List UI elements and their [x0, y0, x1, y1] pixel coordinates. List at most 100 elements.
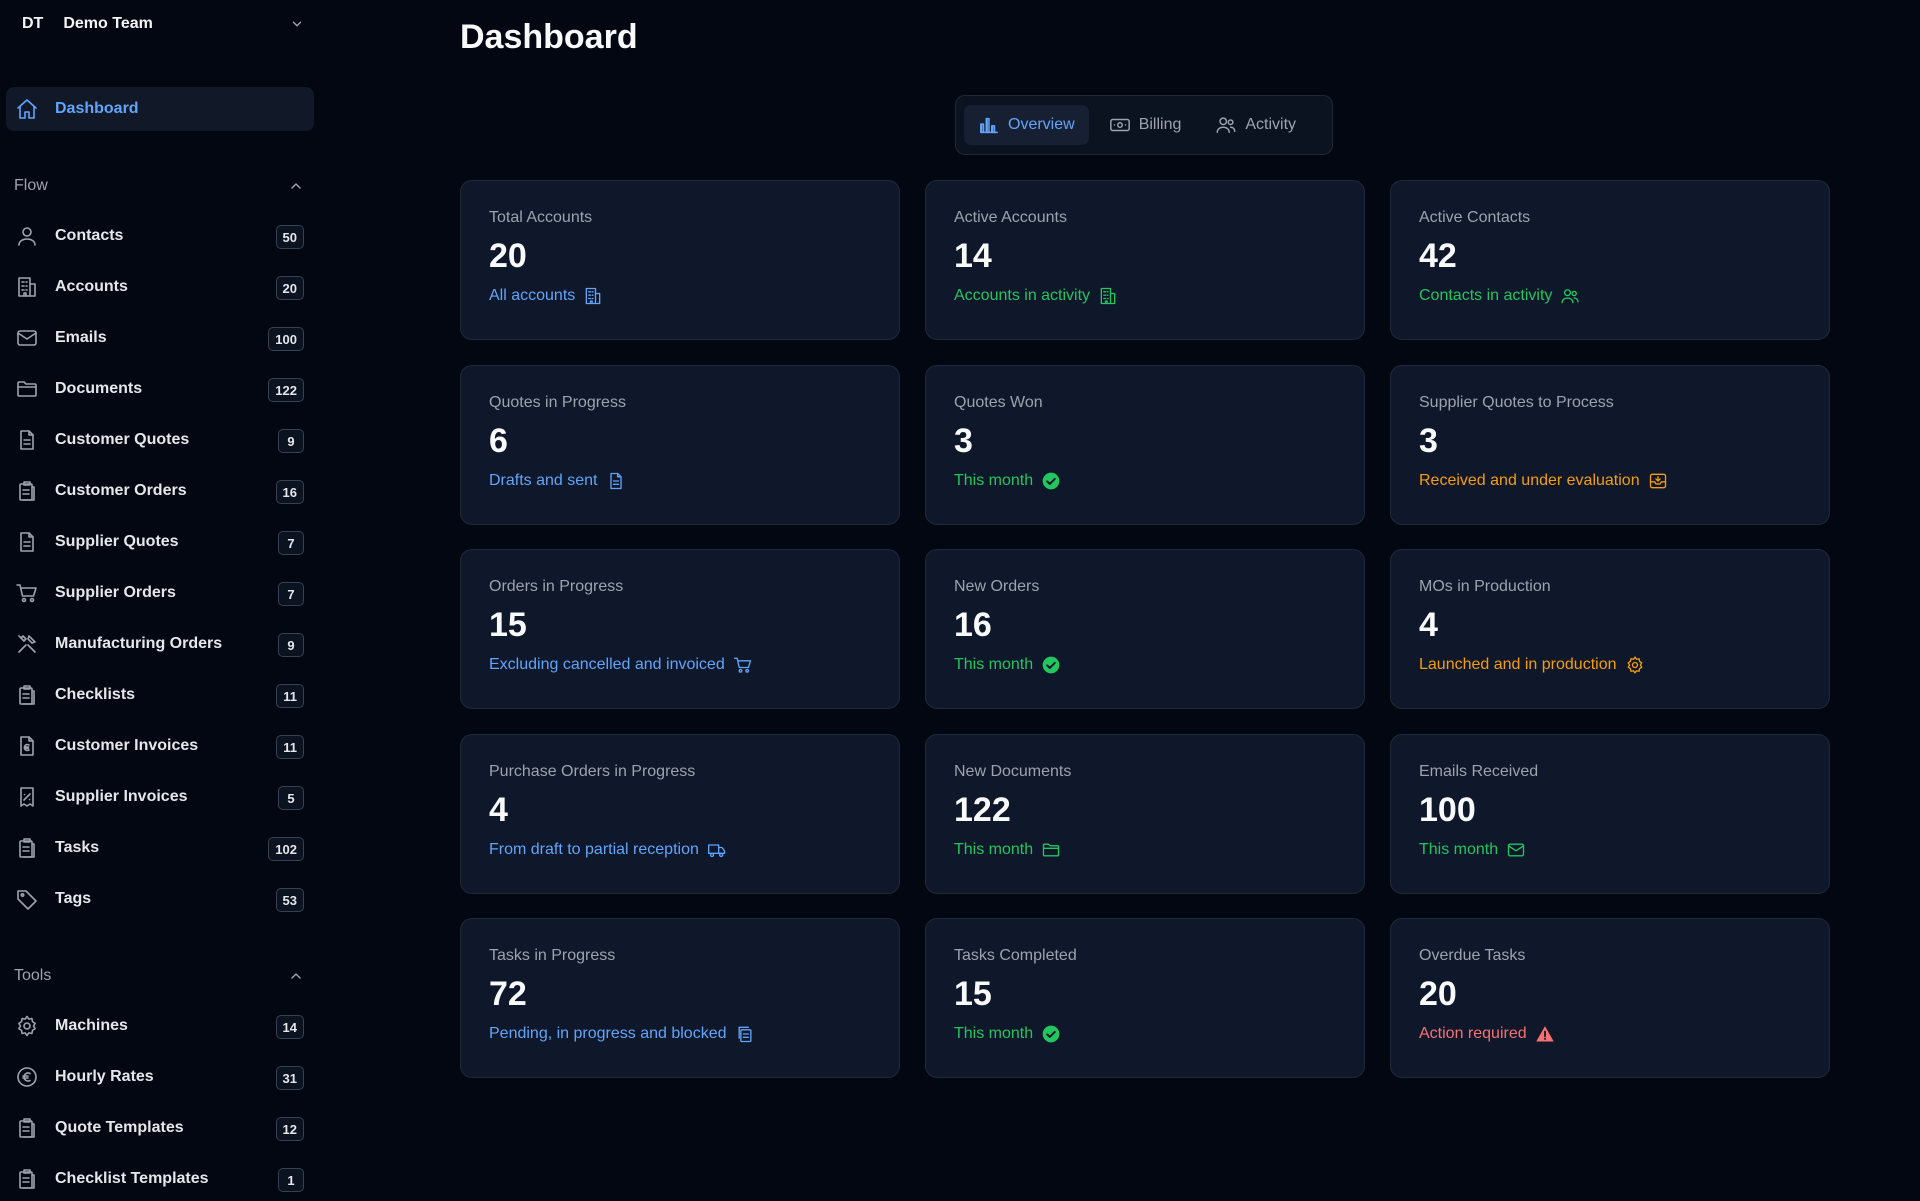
sidebar-item-label: Supplier Quotes	[55, 533, 179, 550]
sidebar-item-dashboard[interactable]: Dashboard	[6, 87, 314, 131]
sidebar-item-label: Accounts	[55, 278, 128, 295]
stat-card-overdue-tasks[interactable]: Overdue Tasks 20 Action required	[1390, 918, 1830, 1078]
tab-label: Billing	[1138, 116, 1182, 133]
tag-icon	[15, 887, 39, 911]
tab-overview[interactable]: Overview	[964, 105, 1089, 145]
banknote-icon	[1109, 114, 1131, 136]
sidebar-item-label: Tags	[55, 890, 92, 907]
sidebar-item-contacts[interactable]: Contacts 50	[6, 214, 314, 258]
warning-icon	[1535, 1024, 1555, 1044]
stat-card-orders-in-progress[interactable]: Orders in Progress 15 Excluding cancelled …	[460, 549, 900, 709]
stat-title: Quotes Won	[954, 394, 1043, 411]
stat-card-active-accounts[interactable]: Active Accounts 14 Accounts in activity	[925, 180, 1365, 340]
folder-icon	[15, 377, 39, 401]
stat-subtitle-text: This month	[954, 656, 1034, 673]
stat-subtitle: Accounts in activity	[954, 286, 1336, 306]
chevron-down-icon	[292, 21, 302, 27]
stat-card-new-orders[interactable]: New Orders 16 This month	[925, 549, 1365, 709]
count-badge: 102	[268, 837, 304, 861]
euro-icon	[15, 1065, 39, 1089]
stat-title: Purchase Orders in Progress	[489, 763, 696, 780]
tab-billing[interactable]: Billing	[1095, 105, 1196, 145]
sidebar-item-customer-orders[interactable]: Customer Orders 16	[6, 469, 314, 513]
stat-title: Total Accounts	[489, 209, 593, 226]
check-circle-icon	[1041, 1024, 1061, 1044]
sidebar-item-tasks[interactable]: Tasks 102	[6, 826, 314, 870]
count-badge: 31	[275, 1066, 304, 1090]
sidebar-item-customer-invoices[interactable]: Customer Invoices 11	[6, 724, 314, 768]
section-flow[interactable]: Flow	[14, 174, 304, 198]
stat-subtitle: From draft to partial reception	[489, 840, 871, 860]
count-badge: 16	[275, 480, 304, 504]
count-badge: 1	[278, 1168, 304, 1192]
stat-subtitle: Launched and in production	[1419, 655, 1801, 675]
sidebar-item-checklist-templates[interactable]: Checklist Templates 1	[6, 1157, 314, 1201]
sidebar-item-customer-quotes[interactable]: Customer Quotes 9	[6, 418, 314, 462]
sidebar-item-accounts[interactable]: Accounts 20	[6, 265, 314, 309]
team-name: Demo Team	[63, 15, 153, 32]
stat-card-tasks-completed[interactable]: Tasks Completed 15 This month	[925, 918, 1365, 1078]
sidebar-item-supplier-quotes[interactable]: Supplier Quotes 7	[6, 520, 314, 564]
stat-card-active-contacts[interactable]: Active Contacts 42 Contacts in activity	[1390, 180, 1830, 340]
sidebar-item-quote-templates[interactable]: Quote Templates 12	[6, 1106, 314, 1150]
tools-icon	[15, 632, 39, 656]
stat-title: Active Accounts	[954, 209, 1067, 226]
stat-card-quotes-in-progress[interactable]: Quotes in Progress 6 Drafts and sent	[460, 365, 900, 525]
copy-icon	[735, 1024, 755, 1044]
count-badge: 12	[275, 1117, 304, 1141]
sidebar-item-supplier-orders[interactable]: Supplier Orders 7	[6, 571, 314, 615]
stat-card-quotes-won[interactable]: Quotes Won 3 This month	[925, 365, 1365, 525]
tab-bar: Overview Billing Activity	[955, 95, 1333, 155]
sidebar-item-machines[interactable]: Machines 14	[6, 1004, 314, 1048]
sidebar-item-emails[interactable]: Emails 100	[6, 316, 314, 360]
stat-value: 72	[489, 975, 527, 1013]
sidebar-item-checklists[interactable]: Checklists 11	[6, 673, 314, 717]
sidebar-item-documents[interactable]: Documents 122	[6, 367, 314, 411]
sidebar-item-hourly-rates[interactable]: Hourly Rates 31	[6, 1055, 314, 1099]
home-icon	[15, 97, 39, 121]
sidebar-item-label: Quote Templates	[55, 1119, 184, 1136]
stat-card-emails-received[interactable]: Emails Received 100 This month	[1390, 734, 1830, 894]
stat-subtitle: Drafts and sent	[489, 471, 871, 491]
count-badge: 9	[278, 429, 304, 453]
stat-subtitle-text: This month	[954, 841, 1034, 858]
stat-card-tasks-in-progress[interactable]: Tasks in Progress 72 Pending, in progress …	[460, 918, 900, 1078]
sidebar-item-manufacturing-orders[interactable]: Manufacturing Orders 9	[6, 622, 314, 666]
receipt-icon	[15, 785, 39, 809]
stat-subtitle: Excluding cancelled and invoiced	[489, 655, 871, 675]
stat-card-mos-in-production[interactable]: MOs in Production 4 Launched and in produc…	[1390, 549, 1830, 709]
stat-title: Quotes in Progress	[489, 394, 626, 411]
team-switcher[interactable]: DT Demo Team	[0, 0, 322, 48]
stat-subtitle-text: This month	[1419, 841, 1499, 858]
stat-card-new-documents[interactable]: New Documents 122 This month	[925, 734, 1365, 894]
count-badge: 7	[278, 531, 304, 555]
stat-subtitle: Pending, in progress and blocked	[489, 1024, 871, 1044]
stat-subtitle-text: This month	[954, 472, 1034, 489]
stat-title: MOs in Production	[1419, 578, 1551, 595]
sidebar-item-supplier-invoices[interactable]: Supplier Invoices 5	[6, 775, 314, 819]
stat-subtitle: This month	[954, 471, 1336, 491]
stat-card-supplier-quotes-to-process[interactable]: Supplier Quotes to Process 3 Received and …	[1390, 365, 1830, 525]
user-icon	[15, 224, 39, 248]
bar-chart-icon	[978, 114, 1000, 136]
stat-title: Tasks in Progress	[489, 947, 616, 964]
stat-value: 15	[954, 975, 992, 1013]
stat-title: Overdue Tasks	[1419, 947, 1526, 964]
cart-icon	[15, 581, 39, 605]
stat-subtitle-text: Contacts in activity	[1419, 287, 1553, 304]
section-title: Flow	[14, 177, 48, 194]
document-icon	[606, 471, 626, 491]
stat-value: 122	[954, 791, 1011, 829]
stat-card-total-accounts[interactable]: Total Accounts 20 All accounts	[460, 180, 900, 340]
tab-activity[interactable]: Activity	[1201, 105, 1310, 145]
building-icon	[1098, 286, 1118, 306]
building-icon	[583, 286, 603, 306]
stat-card-purchase-orders-in-progress[interactable]: Purchase Orders in Progress 4 From draft t…	[460, 734, 900, 894]
cart-icon	[733, 655, 753, 675]
stat-title: New Documents	[954, 763, 1072, 780]
sidebar-item-tags[interactable]: Tags 53	[6, 877, 314, 921]
sidebar-item-label: Checklist Templates	[55, 1170, 209, 1187]
document-icon	[15, 530, 39, 554]
tab-label: Overview	[1008, 116, 1075, 133]
section-tools[interactable]: Tools	[14, 964, 304, 988]
